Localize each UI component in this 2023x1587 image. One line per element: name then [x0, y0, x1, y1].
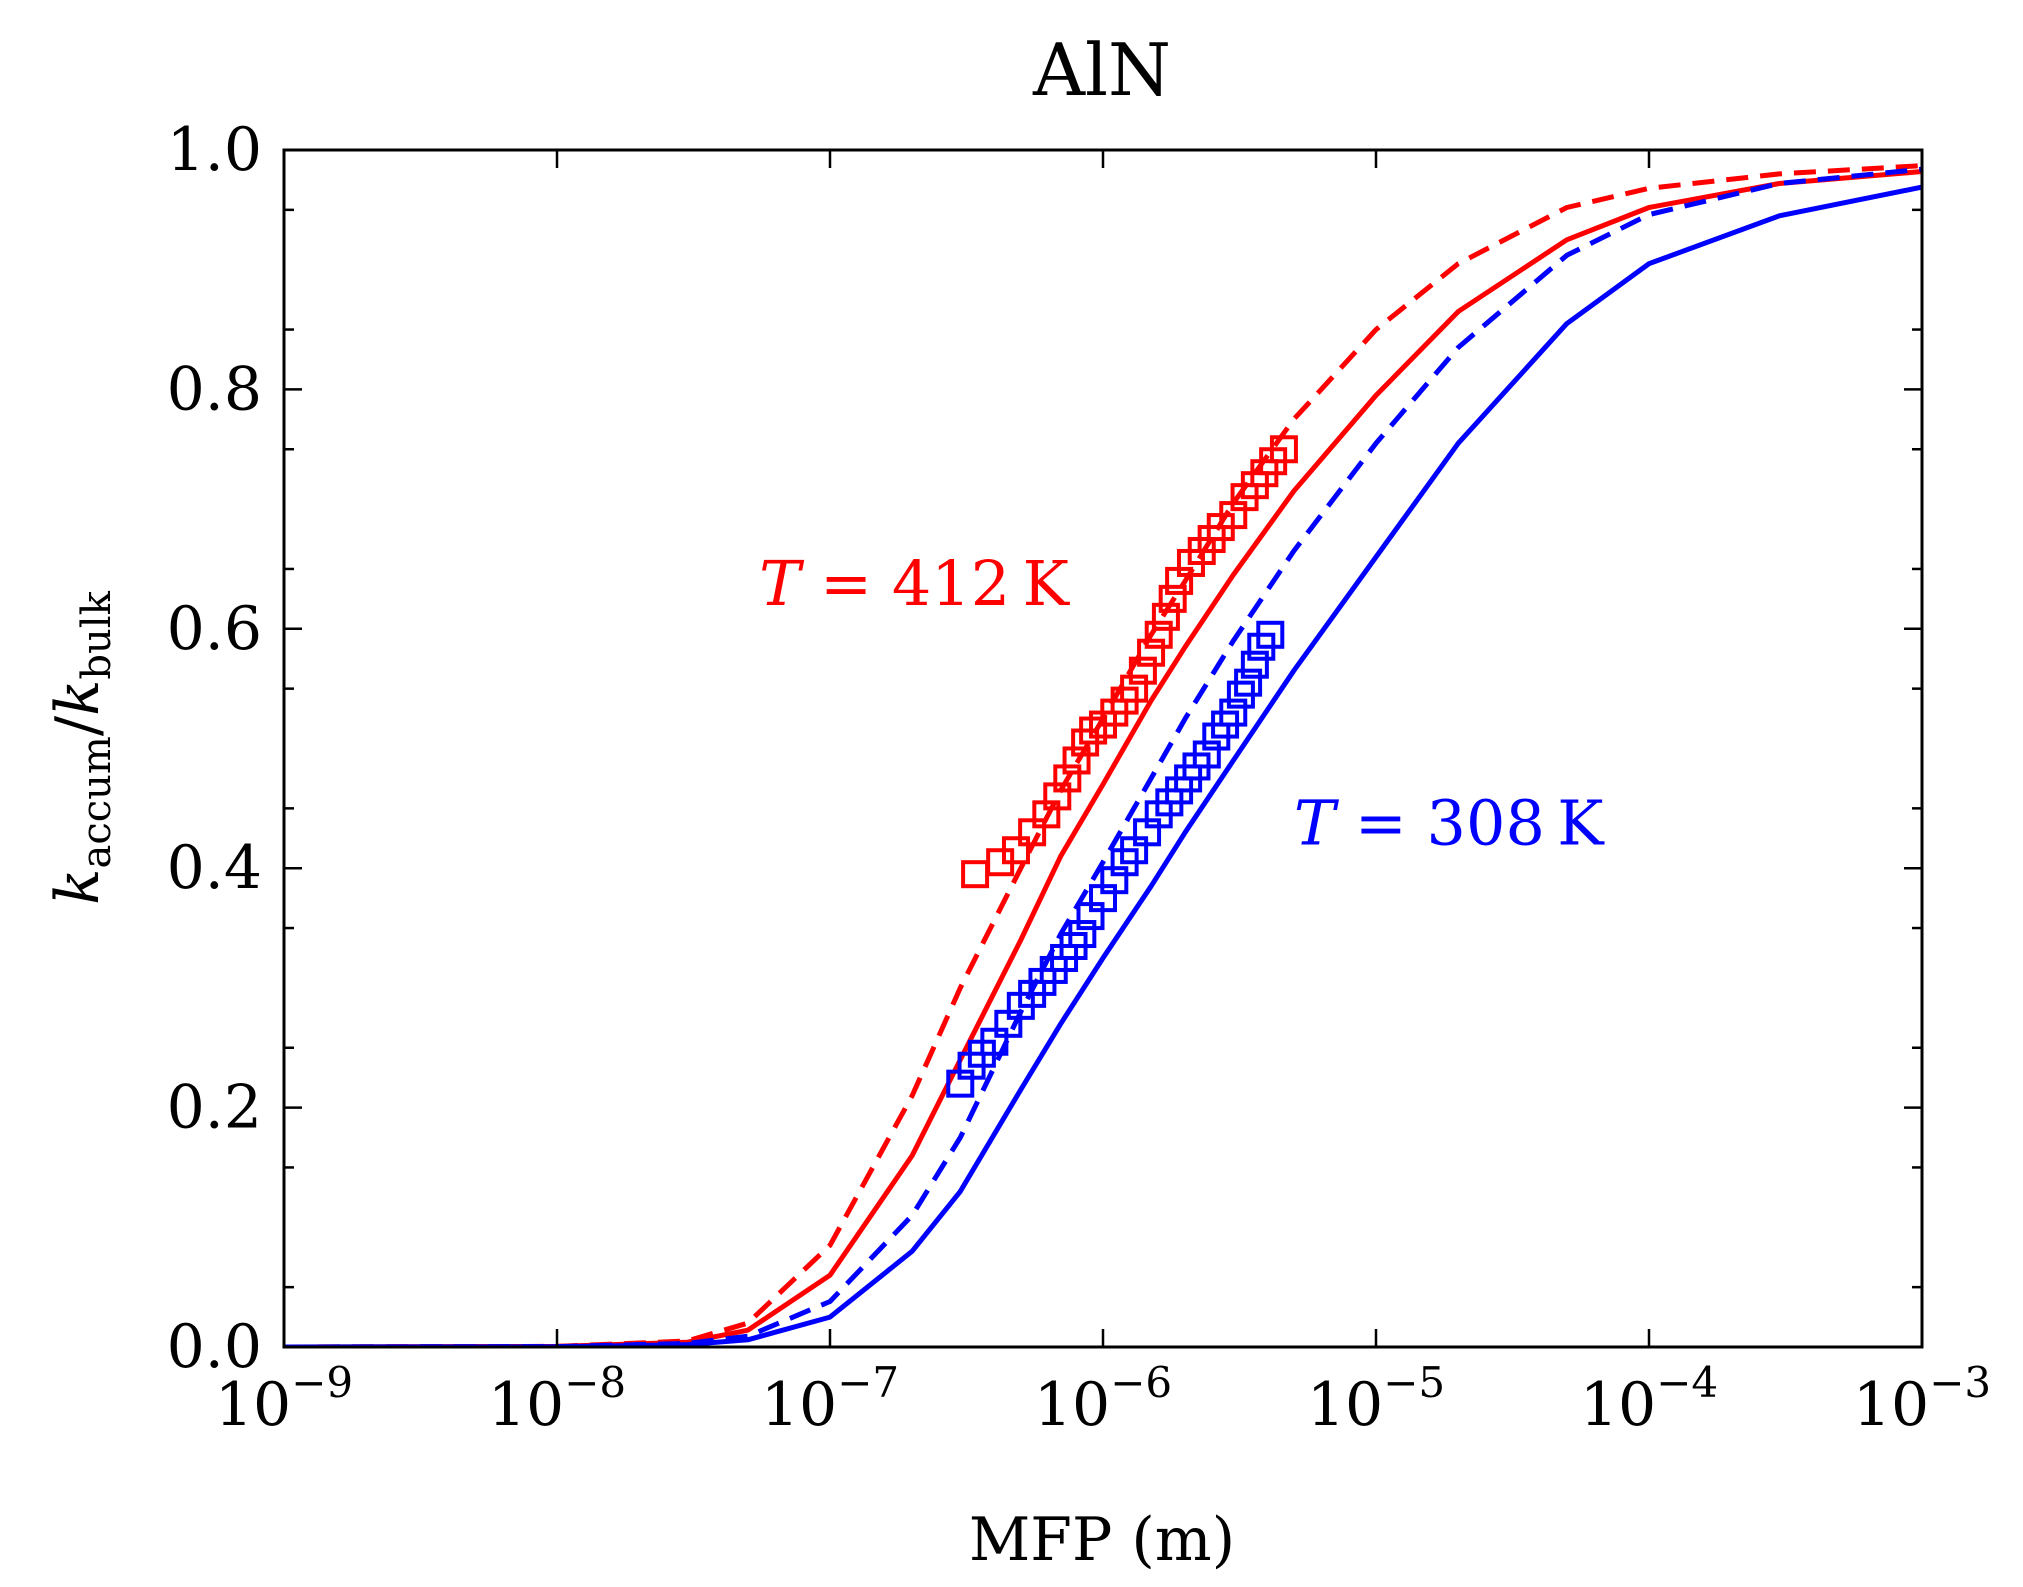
temperature-annotation: T = 412 K — [759, 547, 1070, 620]
data-point-marker — [1269, 435, 1298, 464]
x-tick-label: 10−5 — [1307, 1358, 1445, 1440]
temperature-annotation: T = 308 K — [1294, 786, 1605, 859]
data-point-marker — [1128, 656, 1157, 685]
data-point-marker — [1158, 584, 1187, 613]
data-point-marker — [1192, 740, 1221, 769]
marker-layer — [946, 435, 1298, 1098]
x-tick-label: 10−6 — [1034, 1358, 1172, 1440]
solid-series-line — [284, 184, 1922, 1347]
x-tick-label: 10−9 — [215, 1358, 353, 1440]
x-tick-label: 10−7 — [761, 1358, 899, 1440]
data-point-marker — [1120, 674, 1149, 703]
data-point-marker — [1137, 638, 1166, 667]
y-tick-label: 1.0 — [167, 115, 262, 185]
data-point-marker — [1256, 620, 1285, 649]
dashed-series-line — [284, 163, 1922, 1347]
x-tick-label: 10−8 — [488, 1358, 626, 1440]
annotation-layer: T = 412 K T = 308 K — [759, 547, 1605, 859]
y-label-slash: / — [43, 715, 113, 736]
y-tick-label: 0.8 — [167, 354, 262, 424]
chart-title: AlN — [1032, 28, 1171, 112]
y-label-sub2: bulk — [74, 590, 120, 679]
tick-layer: 10−9 10−8 10−7 10−6 10−5 10−4 10−3 0.0 0.2 0.4 0.6… — [167, 115, 1992, 1440]
data-point-marker — [1018, 818, 1047, 847]
data-point-marker — [1062, 746, 1091, 775]
data-point-marker — [1151, 602, 1180, 631]
data-point-marker — [1079, 716, 1108, 745]
data-point-marker — [1144, 620, 1173, 649]
x-tick-label: 10−3 — [1853, 1358, 1991, 1440]
svg-text:kaccum/kbulk: kaccum/kbulk — [43, 590, 120, 904]
dashed-series-line — [284, 166, 1922, 1347]
data-point-marker — [1068, 920, 1097, 949]
x-tick-label: 10−4 — [1580, 1358, 1718, 1440]
data-point-marker — [1219, 698, 1248, 727]
series-layer — [284, 163, 1922, 1347]
y-label-k1: k — [43, 868, 113, 904]
x-axis-label: MFP (m) — [969, 1505, 1235, 1575]
y-tick-label: 0.6 — [167, 594, 262, 664]
y-axis-label: kaccum/kbulk — [43, 590, 120, 904]
y-tick-label: 0.0 — [167, 1312, 262, 1382]
data-point-marker — [1053, 764, 1082, 793]
data-point-marker — [1240, 650, 1269, 679]
plot-area: 10−9 10−8 10−7 10−6 10−5 10−4 10−3 0.0 0.2 0.4 0.6… — [167, 115, 1992, 1440]
y-tick-label: 0.2 — [167, 1073, 262, 1143]
data-point-marker — [1234, 668, 1263, 697]
data-point-marker — [1001, 836, 1030, 865]
y-label-k2: k — [43, 680, 113, 716]
solid-series-line — [284, 169, 1922, 1347]
y-label-sub1: accum — [74, 736, 120, 868]
y-tick-label: 0.4 — [167, 833, 262, 903]
